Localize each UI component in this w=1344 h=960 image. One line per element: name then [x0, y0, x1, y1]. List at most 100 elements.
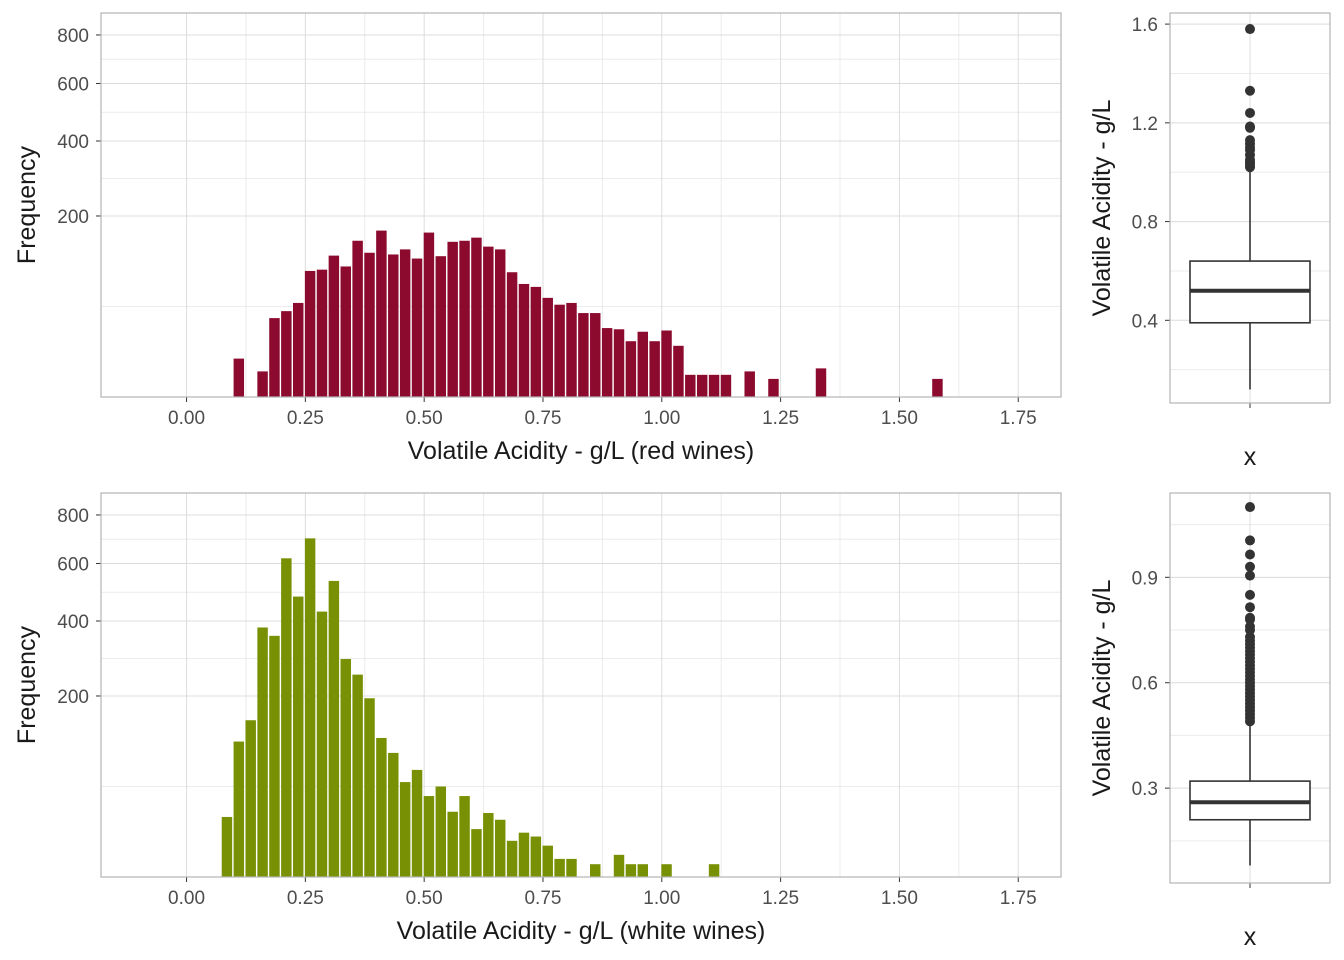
- x-tick-label: 0.00: [168, 408, 205, 429]
- histogram-bar: [932, 378, 943, 397]
- y-tick-label: 400: [57, 612, 89, 633]
- histogram-bar: [376, 230, 387, 397]
- x-axis-title: Volatile Acidity - g/L (red wines): [408, 437, 754, 465]
- x-tick-label: 1.25: [762, 888, 799, 909]
- histogram-bar: [459, 240, 470, 397]
- histogram-bar: [411, 258, 423, 397]
- histogram-bar: [364, 698, 375, 877]
- histogram-bar: [483, 813, 494, 877]
- outlier-point: [1245, 24, 1255, 35]
- x-tick-label: 0.50: [406, 888, 443, 909]
- outlier-point: [1245, 502, 1255, 513]
- red-boxplot-panel: 0.4 0.8 1.2 1.6 x Volatile Acidity - g/L: [1088, 12, 1331, 471]
- histogram-bar: [554, 858, 565, 877]
- histogram-bar: [625, 864, 637, 877]
- histogram-bar: [281, 311, 292, 397]
- outlier-point: [1245, 549, 1255, 560]
- histogram-bar: [399, 249, 411, 397]
- y-tick-label: 0.9: [1132, 568, 1158, 589]
- histogram-bar: [293, 596, 304, 877]
- histogram-bar: [471, 829, 482, 877]
- y-tick-label: 0.4: [1132, 311, 1159, 332]
- outlier-point: [1245, 135, 1255, 146]
- histogram-bar: [673, 345, 684, 397]
- histogram-bar: [566, 302, 577, 397]
- outlier-point: [1245, 107, 1255, 118]
- histogram-bar: [399, 782, 411, 877]
- histogram-bar: [530, 286, 542, 397]
- histogram-bar: [708, 864, 720, 877]
- histogram-bar: [744, 371, 755, 397]
- histogram-bar: [257, 371, 268, 397]
- outlier-point: [1245, 85, 1255, 96]
- histogram-bar: [601, 328, 613, 397]
- outlier-point: [1245, 561, 1255, 572]
- x-axis-title: Volatile Acidity - g/L (white wines): [397, 917, 766, 945]
- y-tick-label: 1.6: [1132, 15, 1158, 36]
- panel-border: [100, 12, 1062, 398]
- histogram-bar: [613, 854, 625, 877]
- histogram-bar: [590, 864, 601, 877]
- histogram-bar: [494, 819, 506, 877]
- x-tick-label: 1.50: [881, 408, 918, 429]
- y-tick-label: 800: [57, 506, 89, 527]
- histogram-bar: [518, 832, 530, 877]
- histogram-bar: [304, 270, 316, 397]
- histogram-bar: [352, 240, 363, 397]
- outlier-point: [1245, 612, 1255, 623]
- y-tick-label: 600: [57, 74, 89, 95]
- histogram-bar: [340, 266, 351, 397]
- histogram-bar: [649, 341, 660, 397]
- histogram-bar: [637, 864, 649, 877]
- outlier-point: [1245, 589, 1255, 600]
- y-tick-label: 400: [57, 132, 89, 153]
- x-tick-label: 1.75: [1000, 408, 1037, 429]
- panel-border: [1169, 492, 1331, 884]
- histogram-bar: [768, 378, 779, 397]
- histogram-bar: [293, 302, 304, 397]
- x-tick-label: 0.00: [168, 888, 205, 909]
- x-tick-label: 0.25: [287, 888, 324, 909]
- x-tick-label: 1.50: [881, 888, 918, 909]
- histogram-bar: [435, 786, 447, 877]
- y-tick-label: 800: [57, 26, 89, 47]
- histogram-bar: [613, 329, 625, 397]
- y-axis-title: Frequency: [13, 625, 41, 744]
- histogram-bar: [423, 796, 435, 877]
- histogram-bar: [696, 374, 708, 397]
- outlier-point: [1245, 602, 1255, 613]
- outlier-point: [1245, 535, 1255, 546]
- histogram-bar: [447, 811, 458, 877]
- histogram-bar: [269, 318, 280, 397]
- histogram-bar: [328, 580, 340, 877]
- y-tick-label: 200: [57, 207, 89, 228]
- histogram-bar: [471, 237, 482, 397]
- histogram-bar: [720, 374, 732, 397]
- histogram-bar: [815, 368, 827, 397]
- y-tick-label: 1.2: [1132, 114, 1158, 135]
- histogram-bar: [590, 313, 601, 397]
- y-axis-title: Volatile Acidity - g/L: [1088, 100, 1116, 317]
- histogram-bar: [281, 558, 292, 877]
- white-boxplot-panel: 0.3 0.6 0.9 x Volatile Acidity - g/L: [1088, 492, 1331, 951]
- histogram-bar: [708, 374, 720, 397]
- histogram-bar: [352, 674, 363, 877]
- white-histogram-panel: 0.00 0.25 0.50 0.75 1.00 1.25 1.50 1.75 200 400 60…: [13, 492, 1062, 945]
- y-tick-label: 200: [57, 687, 89, 708]
- histogram-bar: [625, 341, 637, 397]
- histogram-bar: [566, 858, 577, 877]
- histogram-bar: [376, 737, 387, 877]
- histogram-bar: [459, 796, 470, 877]
- histogram-bar: [269, 635, 280, 877]
- histogram-bar: [233, 741, 245, 877]
- red-histogram-panel: 0.00 0.25 0.50 0.75 1.00 1.25 1.50 1.75 200 400 60…: [13, 12, 1062, 465]
- histogram-bar: [637, 331, 649, 397]
- histogram-bar: [506, 840, 518, 877]
- x-axis-title: x: [1244, 443, 1257, 471]
- y-tick-label: 600: [57, 554, 89, 575]
- histogram-bar: [304, 538, 316, 877]
- histogram-bar: [530, 836, 542, 877]
- x-tick-label: 0.50: [406, 408, 443, 429]
- histogram-bar: [411, 769, 423, 877]
- histogram-bar: [423, 232, 435, 397]
